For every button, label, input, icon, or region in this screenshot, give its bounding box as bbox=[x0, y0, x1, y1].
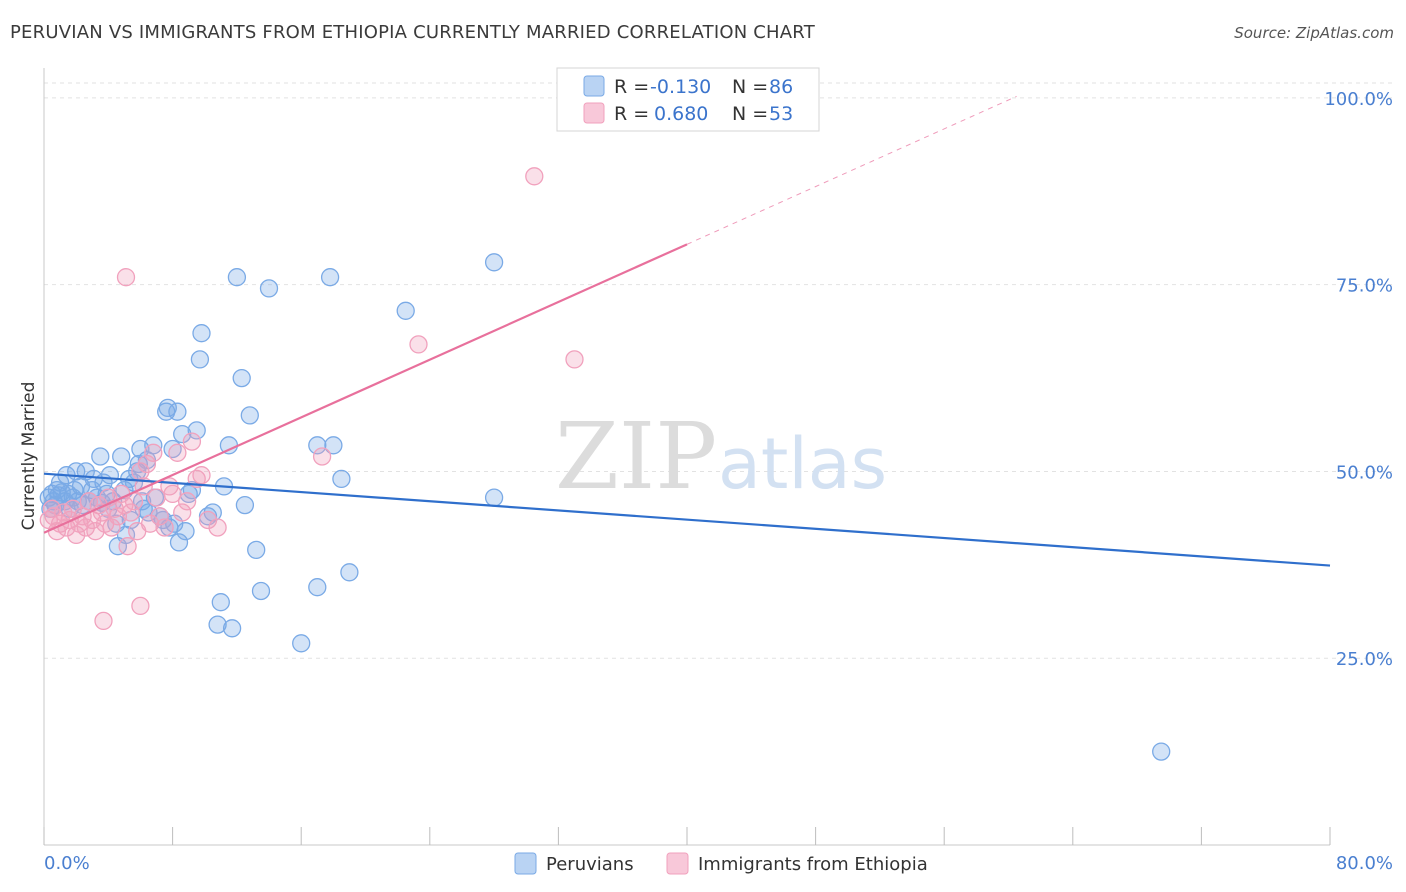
data-point bbox=[320, 268, 340, 287]
data-point bbox=[208, 615, 227, 634]
chart-title: PERUVIAN VS IMMIGRANTS FROM ETHIOPIA CUR… bbox=[10, 22, 815, 43]
data-point bbox=[187, 421, 206, 440]
data-point bbox=[208, 518, 227, 537]
series-legend-swatch-peruvians bbox=[514, 852, 537, 875]
data-point bbox=[42, 499, 62, 518]
ethiopia-points bbox=[39, 167, 584, 631]
data-point bbox=[247, 540, 266, 560]
data-point bbox=[54, 503, 73, 522]
data-point bbox=[94, 611, 113, 631]
data-point bbox=[140, 514, 160, 533]
data-point bbox=[211, 593, 230, 612]
data-point bbox=[192, 466, 211, 485]
y-tick-label: 75.0% bbox=[1336, 276, 1393, 297]
data-point bbox=[124, 473, 144, 492]
trend-lines bbox=[43, 95, 1331, 567]
data-point bbox=[137, 454, 157, 474]
y-tick-label: 100.0% bbox=[1324, 89, 1393, 110]
stats-legend: R = -0.130 N = 86 R = 0.680 N = 53 bbox=[556, 67, 820, 132]
data-point bbox=[525, 167, 544, 186]
data-point bbox=[155, 518, 174, 537]
data-point bbox=[1152, 742, 1171, 761]
data-point bbox=[91, 447, 110, 466]
x-tick-label-max: 80.0% bbox=[1336, 853, 1393, 874]
series-legend-swatch-ethiopia bbox=[666, 852, 689, 875]
watermark-atlas: atlas bbox=[718, 423, 887, 505]
data-point bbox=[116, 268, 136, 287]
y-tick-labels: 25.0% 50.0% 75.0% 100.0% bbox=[1324, 89, 1393, 670]
data-point bbox=[251, 581, 271, 601]
legend-n-value-1: 53 bbox=[769, 103, 793, 125]
data-point bbox=[565, 350, 584, 369]
data-point bbox=[102, 518, 121, 537]
trend-line-peruvians bbox=[43, 472, 1331, 567]
data-point bbox=[112, 447, 131, 466]
data-point bbox=[308, 436, 327, 455]
trend-line-ethiopia-extension bbox=[686, 95, 1017, 245]
data-point bbox=[409, 335, 428, 354]
data-point bbox=[324, 436, 343, 455]
legend-n-label-0: N = bbox=[732, 76, 768, 98]
data-point bbox=[340, 563, 359, 582]
series-legend: Peruvians Immigrants from Ethiopia bbox=[514, 852, 928, 875]
data-point bbox=[168, 443, 187, 462]
watermark: ZIP atlas bbox=[555, 403, 887, 510]
data-point bbox=[192, 324, 211, 343]
y-tick-label: 50.0% bbox=[1336, 462, 1393, 483]
data-point bbox=[235, 495, 255, 515]
data-point bbox=[308, 578, 327, 597]
trend-line-ethiopia bbox=[43, 243, 688, 534]
legend-r-value-0: -0.130 bbox=[650, 76, 711, 98]
data-point bbox=[67, 525, 86, 545]
data-point bbox=[312, 447, 332, 466]
data-point bbox=[118, 537, 137, 556]
data-point bbox=[198, 510, 218, 530]
y-tick-label: 25.0% bbox=[1336, 649, 1393, 670]
data-point bbox=[144, 436, 163, 455]
data-point bbox=[190, 350, 210, 369]
data-point bbox=[177, 492, 197, 511]
legend-r-value-1: 0.680 bbox=[654, 103, 708, 125]
data-point bbox=[100, 466, 120, 485]
legend-r-label-0: R = bbox=[614, 76, 649, 98]
watermark-zip: ZIP bbox=[555, 403, 717, 510]
data-point bbox=[484, 488, 504, 507]
data-point bbox=[227, 268, 247, 287]
data-point bbox=[396, 301, 415, 320]
data-point bbox=[150, 507, 169, 526]
data-point bbox=[163, 484, 182, 504]
data-point bbox=[173, 503, 192, 522]
data-point bbox=[158, 398, 177, 418]
data-point bbox=[173, 424, 192, 444]
data-point bbox=[182, 480, 202, 500]
data-point bbox=[169, 533, 189, 552]
series-legend-label-ethiopia: Immigrants from Ethiopia bbox=[698, 854, 928, 875]
data-point bbox=[292, 634, 311, 653]
data-point bbox=[168, 402, 187, 421]
data-point bbox=[176, 522, 195, 541]
legend-r-label-1: R = bbox=[614, 103, 649, 125]
data-point bbox=[121, 503, 140, 522]
data-point bbox=[332, 469, 351, 489]
data-point bbox=[144, 443, 163, 462]
data-point bbox=[182, 432, 202, 451]
data-point bbox=[76, 518, 95, 537]
legend-swatch-peruvians bbox=[583, 75, 605, 97]
legend-n-value-0: 86 bbox=[769, 76, 793, 98]
data-point bbox=[131, 596, 150, 616]
data-point bbox=[484, 253, 504, 272]
data-point bbox=[79, 492, 99, 511]
data-point bbox=[222, 619, 242, 638]
data-point bbox=[240, 406, 259, 425]
legend-swatch-ethiopia bbox=[583, 102, 605, 124]
x-ticks bbox=[43, 827, 1331, 845]
data-point bbox=[232, 368, 251, 388]
data-point bbox=[259, 279, 279, 298]
series-legend-label-peruvians: Peruvians bbox=[546, 854, 634, 875]
source-label: Source: ZipAtlas.com bbox=[1234, 24, 1394, 42]
legend-n-label-1: N = bbox=[732, 103, 768, 125]
y-axis-title: Currently Married bbox=[19, 382, 39, 531]
x-tick-label-min: 0.0% bbox=[44, 853, 90, 874]
